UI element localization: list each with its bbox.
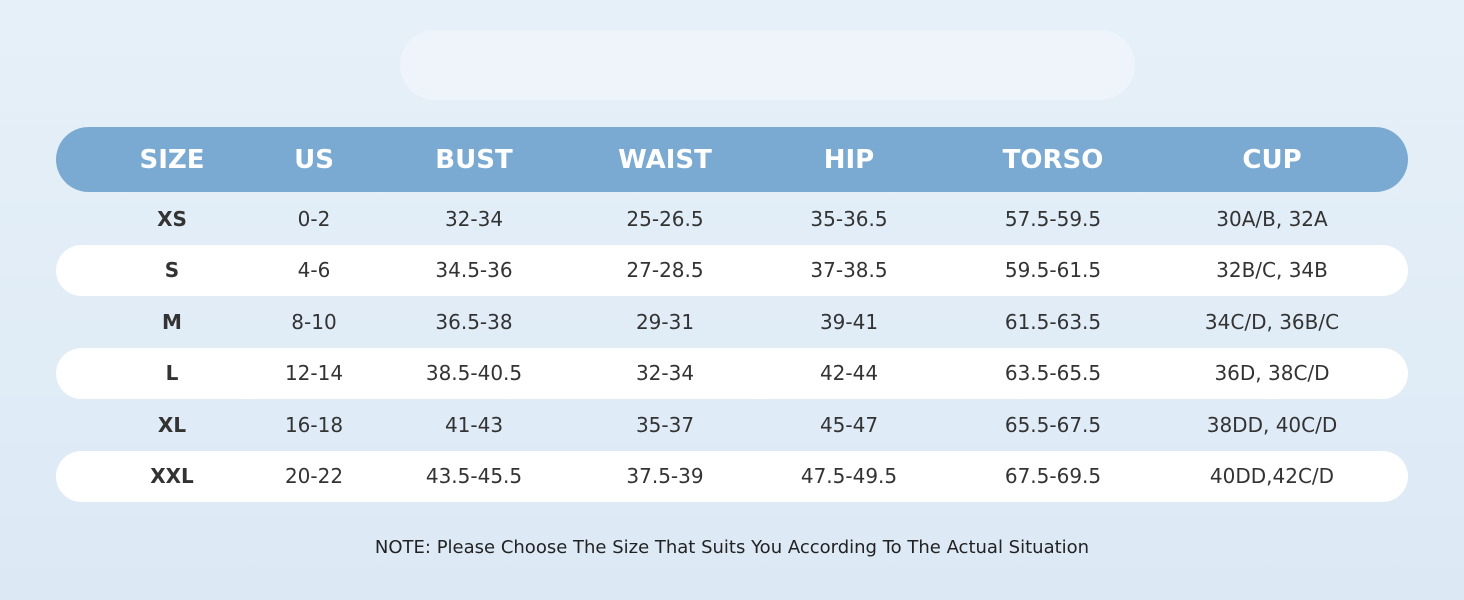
table-row: XL 16-18 41-43 35-37 45-47 65.5-67.5 38DD, 40C… <box>56 399 1408 450</box>
table-cell: 25-26.5 <box>626 206 704 231</box>
table-cell: 34.5-36 <box>435 258 513 282</box>
table-cell: S <box>164 258 180 282</box>
table-cell: 65.5-67.5 <box>1004 412 1102 437</box>
table-cell: 42-44 <box>819 361 879 385</box>
table-cell: 47.5-49.5 <box>800 464 898 488</box>
table-cell: XL <box>157 412 187 437</box>
table-cell: 41-43 <box>444 412 504 437</box>
table-cell: 32B/C, 34B <box>1216 258 1328 282</box>
table-cell: 34C/D, 36B/C <box>1204 309 1340 334</box>
header-row: SIZE US BUST WAIST HIP TORSO CUP <box>56 127 1408 192</box>
table-cell: 39-41 <box>819 309 879 334</box>
table-cell: 32-34 <box>635 361 695 385</box>
table-row: M 8-10 36.5-38 29-31 39-41 61.5-63.5 34C/D, 36… <box>56 296 1408 347</box>
table-cell: WAIST <box>618 144 712 175</box>
table-cell: 37.5-39 <box>626 464 704 488</box>
table-cell: HIP <box>823 144 875 175</box>
note: NOTE: Please Choose The Size That Suits … <box>374 537 1090 558</box>
table-cell: 35-37 <box>635 412 695 437</box>
table-cell: 36D, 38C/D <box>1214 361 1330 385</box>
table-cell: 16-18 <box>284 412 344 437</box>
table-cell: 32-34 <box>444 206 504 231</box>
table-cell: 0-2 <box>297 206 331 231</box>
table-cell: XS <box>157 206 187 231</box>
table-cell: 4-6 <box>297 258 331 282</box>
table-cell: 38.5-40.5 <box>425 361 523 385</box>
table-cell: 29-31 <box>635 309 695 334</box>
table-cell: 43.5-45.5 <box>425 464 523 488</box>
table-cell: M <box>162 309 182 334</box>
table-row: XS 0-2 32-34 25-26.5 35-36.5 57.5-59.5 30A/B, … <box>56 193 1408 244</box>
table-cell: 40DD,42C/D <box>1209 464 1335 488</box>
table-cell: CUP <box>1242 144 1302 175</box>
table-cell: 20-22 <box>284 464 344 488</box>
table-cell: TORSO <box>1002 144 1104 175</box>
table-row: XXL 20-22 43.5-45.5 37.5-39 47.5-49.5 67.5-69… <box>56 450 1408 502</box>
table-cell: XXL <box>150 464 194 488</box>
table-cell: 61.5-63.5 <box>1004 309 1102 334</box>
table-row: S 4-6 34.5-36 27-28.5 37-38.5 59.5-61.5 32B/C,… <box>56 244 1408 296</box>
table-cell: 67.5-69.5 <box>1004 464 1102 488</box>
table-cell: 35-36.5 <box>810 206 888 231</box>
table-row: L 12-14 38.5-40.5 32-34 42-44 63.5-65.5 36D, 3… <box>56 347 1408 399</box>
table-cell: 12-14 <box>284 361 344 385</box>
decoration <box>400 30 1135 100</box>
table-cell: SIZE <box>139 144 205 175</box>
table-cell: 57.5-59.5 <box>1004 206 1102 231</box>
table-cell: 63.5-65.5 <box>1004 361 1102 385</box>
table-cell: 37-38.5 <box>810 258 888 282</box>
table-cell: 8-10 <box>291 309 337 334</box>
table-cell: 36.5-38 <box>435 309 513 334</box>
table-cell: 45-47 <box>819 412 879 437</box>
table-cell: 30A/B, 32A <box>1216 206 1328 231</box>
table-cell: BUST <box>435 144 513 175</box>
table-cell: 38DD, 40C/D <box>1206 412 1338 437</box>
table-cell: 27-28.5 <box>626 258 704 282</box>
table-cell: US <box>294 144 334 175</box>
table-cell: L <box>165 361 179 385</box>
table-cell: 59.5-61.5 <box>1004 258 1102 282</box>
